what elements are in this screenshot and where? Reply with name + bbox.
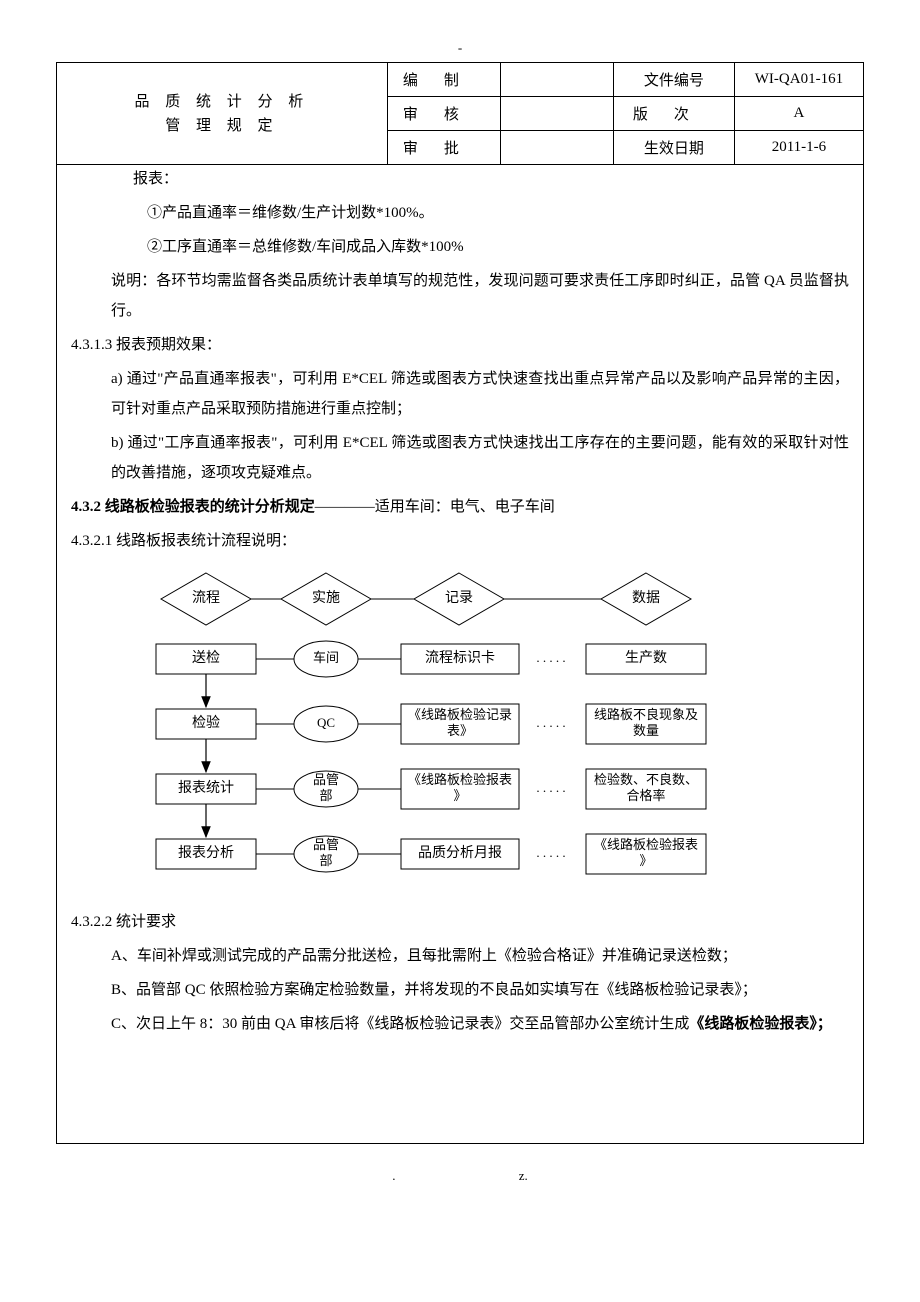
val-docno: WI-QA01-161 [734,63,863,97]
header-table: 品 质 统 计 分 析 管 理 规 定 编制 文件编号 WI-QA01-161 … [56,62,864,165]
svg-text:送检: 送检 [192,650,220,666]
p-4313: 4.3.1.3 报表预期效果： [71,330,849,360]
svg-text:数量: 数量 [633,723,659,738]
svg-text:. . . . .: . . . . . [536,845,565,860]
svg-text:报表统计: 报表统计 [178,780,234,796]
title-line1: 品 质 统 计 分 析 [135,94,310,110]
p-432: 4.3.2 线路板检验报表的统计分析规定————适用车间：电气、电子车间 [71,492,849,522]
svg-text:检验: 检验 [192,715,220,731]
svg-text:合格率: 合格率 [626,788,665,803]
svg-text:记录: 记录 [445,590,473,606]
label-review: 审核 [387,97,500,131]
val-review [500,97,613,131]
val-approve [500,131,613,165]
p-req-b: B、品管部 QC 依照检验方案确定检验数量，并将发现的不良品如实填写在《线路板检… [71,975,849,1005]
svg-text:》: 》 [453,788,466,803]
p-req-c: C、次日上午 8：30 前由 QA 审核后将《线路板检验记录表》交至品管部办公室… [71,1009,849,1039]
svg-text:生产数: 生产数 [625,650,667,666]
footer-right: z. [519,1168,528,1183]
svg-text:报表分析: 报表分析 [178,845,234,861]
content-box: 报表： ①产品直通率＝维修数/生产计划数*100%。 ②工序直通率＝总维修数/车… [56,164,864,1144]
title-line2: 管 理 规 定 [165,118,278,134]
svg-text:流程: 流程 [192,590,220,606]
svg-text:《线路板检验记录: 《线路板检验记录 [408,707,512,722]
doc-title: 品 质 统 计 分 析 管 理 规 定 [57,63,388,165]
svg-text:. . . . .: . . . . . [536,780,565,795]
svg-text:品管: 品管 [313,837,339,852]
top-mark: - [56,40,864,56]
footer-left: . [392,1168,395,1183]
p-note: 说明：各环节均需监督各类品质统计表单填写的规范性，发现问题可要求责任工序即时纠正… [71,266,849,326]
label-effective: 生效日期 [613,131,734,165]
p-formula2: ②工序直通率＝总维修数/车间成品入库数*100% [71,232,849,262]
p-baobiao: 报表： [71,164,849,194]
svg-text:品管: 品管 [313,772,339,787]
p-formula1: ①产品直通率＝维修数/生产计划数*100%。 [71,198,849,228]
svg-text:. . . . .: . . . . . [536,650,565,665]
flowchart: 流程实施记录数据 车间QC品管部品管部 送检检验报表统计报表分析流程标识卡《线路… [131,564,771,889]
svg-text:QC: QC [317,715,335,730]
svg-text:数据: 数据 [632,590,660,606]
svg-text:部: 部 [319,853,332,868]
val-version: A [734,97,863,131]
label-approve: 审批 [387,131,500,165]
footer: . z. [56,1168,864,1184]
svg-text:》: 》 [639,853,652,868]
svg-text:车间: 车间 [313,650,339,665]
document-page: - 品 质 统 计 分 析 管 理 规 定 编制 文件编号 WI-QA01-16… [0,0,920,1302]
label-version: 版次 [613,97,734,131]
label-docno: 文件编号 [613,63,734,97]
p-item-b: b) 通过"工序直通率报表"，可利用 E*CEL 筛选或图表方式快速找出工序存在… [71,428,849,488]
p-req-a: A、车间补焊或测试完成的产品需分批送检，且每批需附上《检验合格证》并准确记录送检… [71,941,849,971]
svg-text:部: 部 [319,788,332,803]
svg-text:实施: 实施 [312,590,340,606]
val-prepared [500,63,613,97]
label-prepared: 编制 [387,63,500,97]
p-4322: 4.3.2.2 统计要求 [71,907,849,937]
svg-text:检验数、不良数、: 检验数、不良数、 [594,772,698,787]
svg-text:线路板不良现象及: 线路板不良现象及 [594,707,698,722]
val-effective: 2011-1-6 [734,131,863,165]
p-4321: 4.3.2.1 线路板报表统计流程说明： [71,526,849,556]
svg-text:品质分析月报: 品质分析月报 [418,845,502,861]
svg-text:《线路板检验报表: 《线路板检验报表 [594,837,698,852]
svg-text:表》: 表》 [447,723,473,738]
svg-text:. . . . .: . . . . . [536,715,565,730]
svg-text:流程标识卡: 流程标识卡 [425,650,495,666]
p-item-a: a) 通过"产品直通率报表"，可利用 E*CEL 筛选或图表方式快速查找出重点异… [71,364,849,424]
svg-text:《线路板检验报表: 《线路板检验报表 [408,772,512,787]
